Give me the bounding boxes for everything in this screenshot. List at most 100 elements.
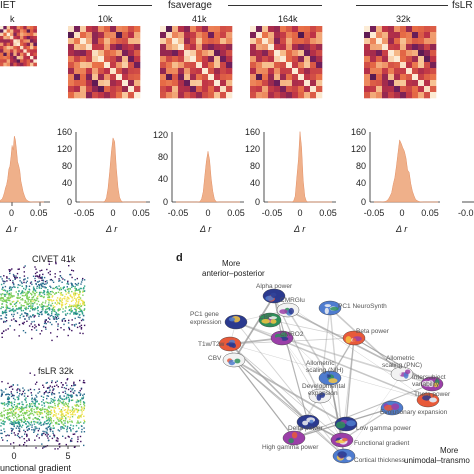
scatter-point — [38, 315, 40, 317]
brain-map-node — [276, 302, 300, 318]
scatter-point — [51, 339, 53, 342]
scatter-point — [4, 290, 7, 292]
scatter-point — [11, 429, 13, 431]
x-axis-label: Δ r — [105, 224, 118, 234]
scatter-point — [47, 321, 49, 323]
scatter-point — [7, 307, 9, 309]
scatter-point — [1, 297, 3, 299]
scatter-point — [57, 325, 59, 327]
scatter-point — [53, 436, 56, 438]
scatter-point — [36, 408, 38, 410]
scatter-point — [6, 291, 9, 293]
scatter-point — [11, 413, 13, 415]
scatter-point — [39, 270, 41, 272]
scatter-point — [21, 393, 24, 395]
scatter-point — [20, 418, 23, 420]
scatter-point — [26, 425, 29, 427]
scatter-point — [70, 439, 72, 441]
scatter-point — [38, 324, 40, 326]
scatter-point — [2, 312, 4, 315]
scatter-point — [25, 401, 27, 403]
fslr-bracket-line — [356, 5, 448, 6]
scatter-point — [47, 433, 49, 436]
scatter-point — [3, 321, 5, 323]
scatter-point — [8, 287, 11, 290]
scatter-point — [63, 420, 65, 422]
scatter-point — [47, 411, 49, 414]
scatter-point — [71, 385, 73, 387]
scatter-point — [17, 435, 20, 438]
scatter-point — [0, 318, 3, 320]
scatter-point — [3, 417, 6, 419]
scatter-point — [39, 413, 42, 415]
scatter-point — [76, 403, 78, 406]
node-label-delta-power: Delta power — [288, 425, 324, 432]
scatter-point — [71, 394, 73, 396]
scatter-point — [73, 383, 75, 385]
scatter-point — [42, 416, 44, 419]
scatter-point — [56, 416, 58, 419]
scatter-point — [37, 281, 39, 283]
scatter-point — [36, 297, 38, 299]
scatter-point — [66, 404, 69, 407]
scatter-point — [79, 379, 81, 382]
scatter-point — [56, 380, 58, 382]
scatter-point — [61, 306, 63, 308]
scatter-point — [73, 311, 75, 314]
scatter-point — [4, 311, 6, 313]
scatter-point — [11, 415, 13, 417]
scatter-point — [49, 270, 51, 273]
scatter-point — [83, 285, 86, 287]
scatter-point — [0, 276, 2, 278]
y-tick-label: 40 — [62, 178, 72, 188]
scatter-point — [50, 278, 52, 281]
scatter-point — [55, 321, 57, 323]
scatter-point — [60, 382, 63, 384]
scatter-point — [3, 299, 5, 301]
scatter-point — [60, 426, 62, 428]
scatter-point — [79, 325, 81, 328]
scatter-point — [57, 309, 59, 311]
scatter-point — [21, 435, 23, 438]
scatter-point — [40, 424, 42, 426]
scatter-point — [56, 437, 58, 439]
node-label-functional-gradient: Functional gradient — [354, 440, 409, 447]
scatter-point — [68, 327, 70, 330]
scatter-point — [8, 434, 10, 437]
scatter-point — [65, 290, 67, 293]
node-label-pc1-neurosynth: PC1 NeuroSynth — [338, 303, 387, 310]
scatter-point — [22, 412, 24, 414]
scatter-point — [29, 388, 32, 391]
scatter-point — [70, 305, 72, 308]
scatter-point — [15, 419, 18, 421]
scatter-point — [3, 410, 5, 412]
y-tick-label: 160 — [57, 127, 72, 137]
scatter-point — [41, 313, 43, 315]
scatter-point — [83, 393, 85, 395]
scatter-point — [59, 411, 61, 413]
scatter-point — [0, 411, 3, 414]
scatter-point — [36, 411, 38, 413]
x-tick-label: 0 — [297, 208, 302, 218]
scatter-point — [3, 403, 5, 405]
scatter-point — [3, 430, 6, 433]
scatter-point — [75, 424, 78, 427]
scatter-point — [26, 313, 29, 315]
scatter-point — [31, 429, 33, 431]
scatter-point — [14, 420, 16, 423]
scatter-point — [12, 423, 14, 426]
scatter-point — [23, 395, 26, 397]
scatter-point — [54, 276, 56, 278]
scatter-point — [1, 336, 3, 338]
scatter-point — [43, 276, 46, 279]
scatter-civet — [0, 260, 86, 342]
scatter-point — [2, 423, 4, 425]
scatter-point — [38, 437, 40, 439]
scatter-point — [49, 402, 51, 404]
scatter-point — [23, 266, 25, 269]
scatter-point — [83, 422, 85, 424]
scatter-point — [14, 415, 17, 417]
scatter-point — [59, 300, 61, 302]
scatter-point — [25, 308, 27, 311]
scatter-point — [41, 269, 43, 271]
